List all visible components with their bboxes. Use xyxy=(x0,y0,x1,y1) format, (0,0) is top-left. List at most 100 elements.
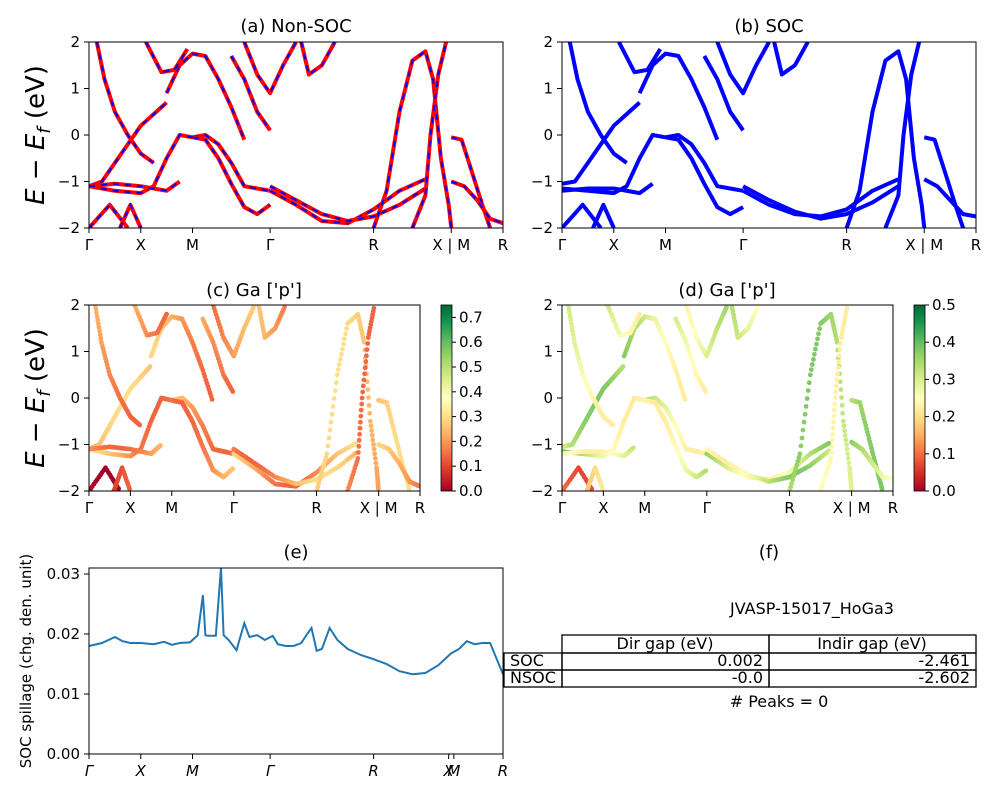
projection-point xyxy=(837,347,843,352)
band-line-soc xyxy=(562,101,641,186)
ytick-label: 0.02 xyxy=(47,625,80,643)
spillage-line xyxy=(88,567,504,676)
projection-point xyxy=(828,456,834,461)
ytick-label: 2 xyxy=(70,33,80,51)
material-id: JVASP-15017_HoGa3 xyxy=(729,599,894,619)
ytick-label: 0 xyxy=(70,389,80,407)
projection-point xyxy=(840,410,846,416)
band-line-soc xyxy=(742,177,900,219)
projection-point xyxy=(844,442,849,447)
band-line-soc-overlay xyxy=(95,42,155,164)
projection-point xyxy=(315,484,320,490)
projection-point xyxy=(889,476,893,482)
projection-point xyxy=(835,371,840,377)
projection-point xyxy=(849,486,854,491)
projection-point xyxy=(357,425,363,431)
header-indir-gap: Indir gap (eV) xyxy=(817,634,927,653)
projection-point xyxy=(846,460,852,466)
projection-point xyxy=(318,473,324,479)
xtick-label: Γ xyxy=(85,499,94,517)
projection-point xyxy=(845,456,851,461)
xtick-label: R xyxy=(841,236,851,254)
projection-point xyxy=(320,466,326,472)
xtick-label: X xyxy=(443,762,455,780)
xtick-label: X | M xyxy=(432,236,470,254)
xtick-label: R xyxy=(784,499,794,517)
projection-point xyxy=(829,450,834,455)
projection-point xyxy=(620,364,626,369)
ytick-label: 1 xyxy=(70,80,80,98)
panel-c-xticks: Γ X M Γ R X | M R xyxy=(85,491,425,517)
projection-point xyxy=(328,419,334,425)
panel-e: (e) SOC spillage (chg. den. unit) 0.030.… xyxy=(17,542,508,780)
projection-point xyxy=(372,451,378,457)
projection-point xyxy=(789,481,794,486)
projection-point xyxy=(832,395,838,401)
projection-point xyxy=(802,411,808,417)
colorbar-tick-label: 0.0 xyxy=(932,482,956,500)
ytick-label: 0 xyxy=(70,126,80,144)
projection-point xyxy=(356,450,361,455)
band-line-soc-overlay xyxy=(372,49,453,228)
projection-point xyxy=(95,321,101,326)
panel-e-xticks: Γ X M Γ R XM R xyxy=(85,754,508,780)
row-nsoc-label: NSOC xyxy=(510,668,556,687)
projection-point xyxy=(282,305,287,310)
projection-point xyxy=(230,389,236,394)
panel-c-yticks: 2 1 0 −1 −2 xyxy=(58,296,89,500)
ytick-label: −1 xyxy=(531,173,553,191)
projection-point xyxy=(842,432,848,438)
xtick-label: M xyxy=(659,236,672,254)
row-nsoc-dir: -0.0 xyxy=(732,668,763,687)
projection-point xyxy=(336,362,342,367)
projection-point xyxy=(334,372,340,378)
colorbar-tick-label: 0.1 xyxy=(459,457,483,475)
projection-point xyxy=(96,324,102,330)
colorbar-tick-label: 0.5 xyxy=(459,358,483,376)
panel-a-bands xyxy=(89,42,503,228)
ytick-label: 1 xyxy=(70,343,80,361)
panel-c-title: (c) Ga ['p'] xyxy=(206,280,302,301)
xtick-label: X xyxy=(609,236,619,254)
band-line-nonsoc xyxy=(299,42,337,77)
projection-point xyxy=(373,460,379,466)
xtick-label: X | M xyxy=(360,499,398,517)
projection-point xyxy=(376,486,381,491)
projection-point xyxy=(566,306,572,312)
xtick-label: M xyxy=(447,762,460,780)
band-line-soc-overlay xyxy=(89,133,193,195)
projection-point xyxy=(567,310,572,315)
projection-point xyxy=(363,359,369,365)
xtick-label: X | M xyxy=(905,236,943,254)
projection-point xyxy=(323,455,329,460)
projection-point xyxy=(832,401,838,407)
projection-point xyxy=(839,395,844,400)
projection-point xyxy=(344,326,349,332)
projection-point xyxy=(835,365,841,371)
panel-d-colorbar xyxy=(913,304,926,492)
projection-point xyxy=(571,336,577,341)
projection-point xyxy=(807,372,813,378)
projection-point xyxy=(570,332,576,338)
projection-point xyxy=(837,353,842,359)
band-line-soc-overlay xyxy=(192,133,271,192)
band-line-soc-overlay xyxy=(269,178,426,225)
projection-point xyxy=(570,328,575,334)
projection-point xyxy=(834,339,840,345)
projection-point xyxy=(799,435,805,441)
xtick-label: X xyxy=(598,499,608,517)
projection-point xyxy=(127,486,132,491)
projection-point xyxy=(831,413,837,419)
band-line-soc-overlay xyxy=(243,42,297,96)
projection-point xyxy=(406,486,412,491)
projection-point xyxy=(251,305,256,310)
projection-point xyxy=(362,371,367,377)
projection-point xyxy=(342,336,347,342)
projection-point xyxy=(321,462,327,468)
projection-point xyxy=(332,388,338,393)
panel-d-colorbar-ticks: 0.5 0.4 0.3 0.2 0.1 0.0 xyxy=(925,296,956,500)
panel-b-title: (b) SOC xyxy=(734,16,803,37)
projection-point xyxy=(830,425,836,431)
projection-point xyxy=(813,346,818,352)
